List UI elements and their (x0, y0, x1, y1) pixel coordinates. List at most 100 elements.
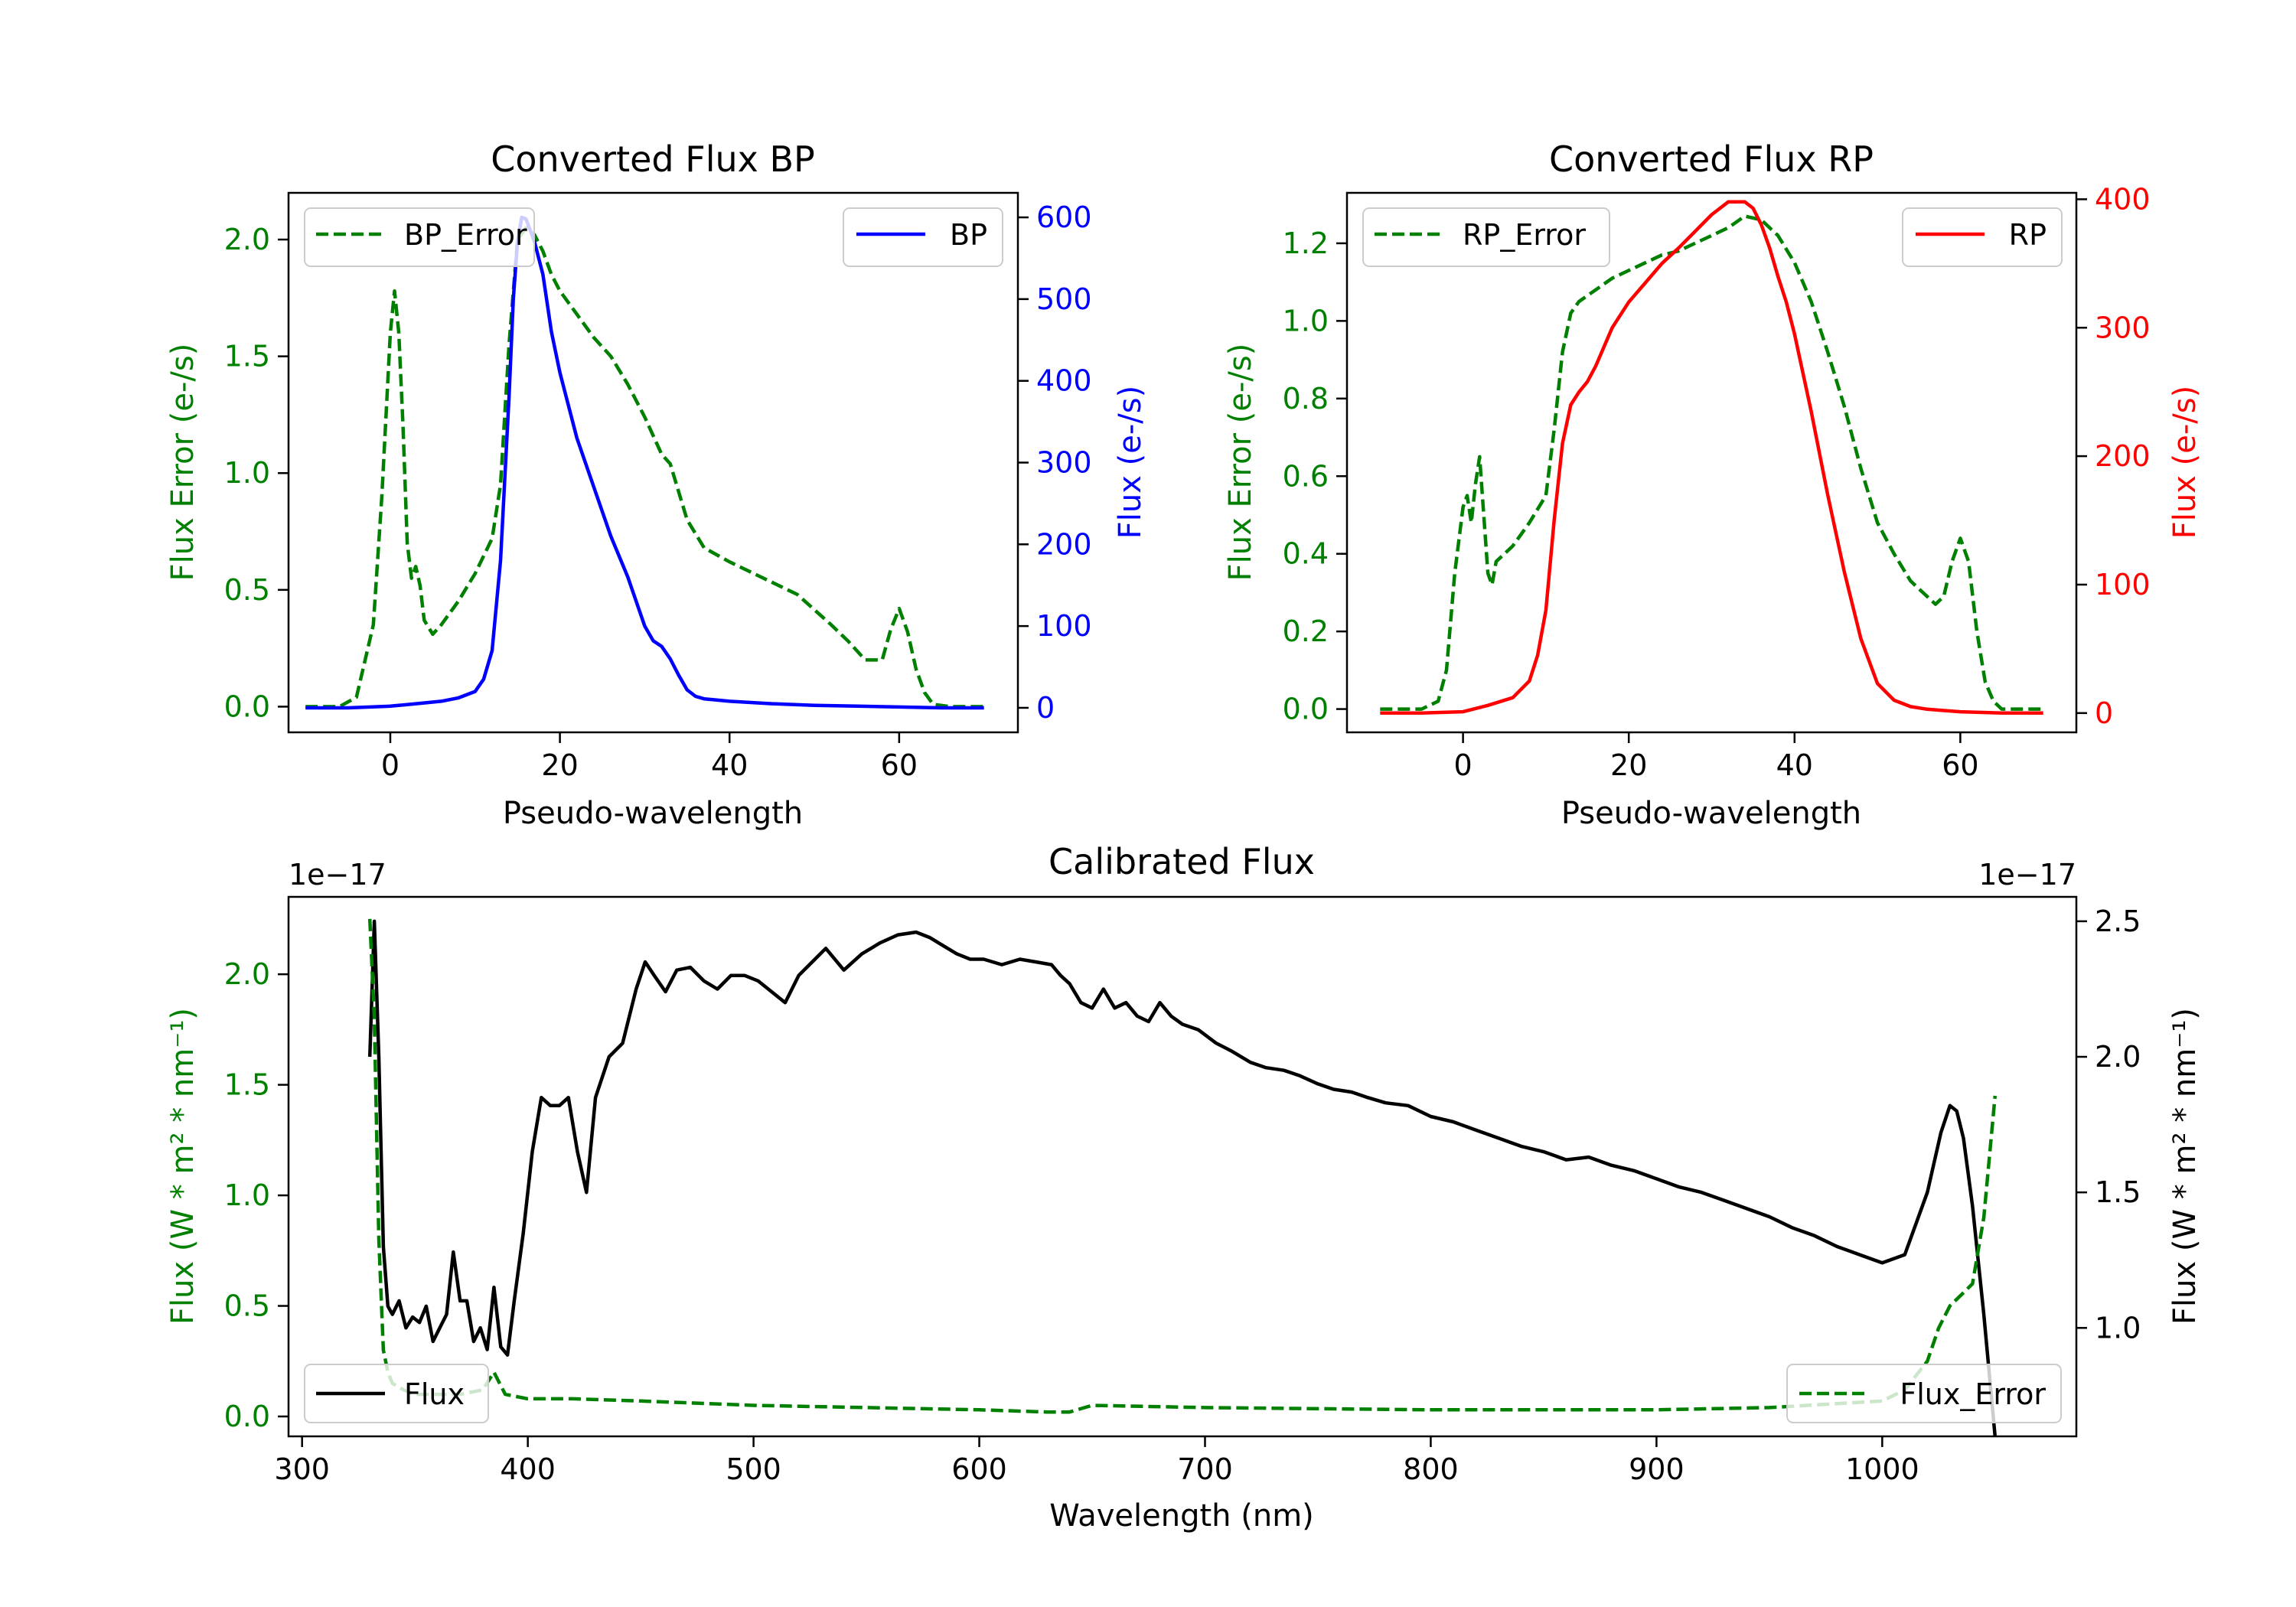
y-left-tick-label: 1.5 (224, 340, 270, 373)
panel-rp-legend-error: RP_Error (1362, 207, 1610, 267)
y-right-tick-label: 100 (1036, 609, 1092, 643)
x-tick-label: 0 (381, 748, 400, 782)
x-tick-label: 300 (274, 1452, 330, 1486)
legend-label-bp-error: BP_Error (404, 218, 527, 252)
panel-calibrated-legend-error: Flux_Error (1786, 1364, 2062, 1423)
x-tick-label: 1000 (1845, 1452, 1919, 1486)
panel-bp-left-y-ticks: 0.0 0.5 1.0 1.5 2.0 (224, 223, 289, 723)
y-right-tick-label: 2.5 (2095, 905, 2141, 938)
panel-rp: Converted Flux RP 0 20 40 60 0.00.20.40.60.… (1223, 139, 2203, 831)
series-line-flux (367, 919, 1998, 1436)
panel-rp-right-y-label: Flux (e-/s) (2167, 386, 2203, 539)
panel-rp-legend-flux: RP (1902, 207, 2063, 267)
x-tick-label: 40 (711, 748, 748, 782)
legend-box (843, 207, 1003, 267)
series-line-bp-error (305, 226, 984, 709)
panel-calibrated-title: Calibrated Flux (1049, 841, 1315, 882)
y-right-tick-label: 1.0 (2095, 1311, 2141, 1345)
x-tick-label: 20 (1610, 748, 1647, 782)
panel-calibrated: Calibrated Flux 1e−17 1e−17 300 400 500 600… (165, 841, 2203, 1534)
y-left-tick-label: 0.2 (1283, 614, 1329, 648)
y-right-tick-label: 300 (1036, 446, 1092, 480)
y-right-tick-label: 200 (1036, 527, 1092, 561)
panel-rp-left-y-ticks: 0.0 0.2 0.4 0.6 0.8 1.0 1.2 (1283, 227, 1347, 726)
y-right-tick-label: 0 (1036, 691, 1055, 725)
y-left-tick-label: 0.8 (1283, 382, 1329, 416)
y-left-tick-label: 1.0 (224, 456, 270, 490)
y-right-tick-label: 100 (2095, 568, 2151, 601)
x-tick-label: 400 (500, 1452, 556, 1486)
panel-calibrated-right-y-ticks: 1.0 1.5 2.0 2.5 (2076, 905, 2141, 1345)
y-left-tick-label: 0.0 (224, 689, 270, 723)
y-left-tick-label: 1.0 (224, 1178, 270, 1212)
x-tick-label: 20 (541, 748, 578, 782)
panel-bp-right-y-ticks: 0 100 200 300 400 500 600 (1018, 200, 1092, 725)
panel-rp-right-y-ticks: 0 100 200 300 400 (2076, 182, 2151, 730)
y-right-tick-label: 400 (1036, 364, 1092, 398)
series-line-rp-error (1380, 214, 2043, 711)
panel-calibrated-x-ticks: 300 400 500 600 700 800 900 1000 (274, 1436, 1919, 1486)
x-tick-label: 60 (1942, 748, 1978, 782)
legend-box (304, 1364, 489, 1423)
panel-calibrated-axes-frame (287, 895, 2078, 1438)
panel-calibrated-left-y-ticks: 0.0 0.5 1.0 1.5 2.0 (224, 957, 289, 1433)
panel-rp-x-ticks: 0 20 40 60 (1454, 732, 1979, 782)
x-tick-label: 60 (881, 748, 918, 782)
y-left-tick-label: 2.0 (224, 957, 270, 991)
panel-bp-x-label: Pseudo-wavelength (503, 796, 803, 831)
legend-box (304, 207, 535, 267)
series-line-rp (1380, 200, 2043, 715)
y-right-tick-label: 300 (2095, 311, 2151, 344)
legend-label-rp-error: RP_Error (1463, 218, 1586, 252)
y-left-tick-label: 0.6 (1283, 459, 1329, 493)
series-line-bp (305, 215, 984, 710)
legend-label-rp: RP (2009, 218, 2047, 252)
x-tick-label: 600 (951, 1452, 1007, 1486)
x-tick-label: 900 (1629, 1452, 1684, 1486)
panel-bp-legend-flux: BP (843, 207, 1003, 267)
y-right-tick-label: 0 (2095, 696, 2113, 730)
panel-calibrated-right-y-label: Flux (W * m² * nm⁻¹) (2167, 1008, 2203, 1325)
y-left-tick-label: 0.5 (224, 573, 270, 607)
legend-label-flux-error: Flux_Error (1900, 1377, 2046, 1411)
panel-bp-left-y-label: Flux Error (e-/s) (165, 344, 201, 582)
panel-calibrated-left-y-label: Flux (W * m² * nm⁻¹) (165, 1008, 201, 1325)
x-tick-label: 500 (726, 1452, 781, 1486)
y-left-tick-label: 1.5 (224, 1068, 270, 1102)
x-tick-label: 700 (1177, 1452, 1233, 1486)
panel-bp: Converted Flux BP 0 20 40 60 0.0 0.5 1.0 1.5 2.… (165, 139, 1148, 831)
y-left-tick-label: 2.0 (224, 223, 270, 256)
y-right-tick-label: 600 (1036, 200, 1092, 234)
y-right-tick-label: 400 (2095, 182, 2151, 216)
y-right-tick-label: 200 (2095, 439, 2151, 473)
y-left-tick-label: 1.0 (1283, 304, 1329, 337)
y-left-tick-label: 0.5 (224, 1289, 270, 1323)
legend-label-flux: Flux (404, 1377, 465, 1411)
panel-rp-title: Converted Flux RP (1549, 139, 1874, 180)
y-left-tick-label: 0.0 (1283, 693, 1329, 726)
panel-bp-series (305, 215, 984, 710)
panel-bp-legend-error: BP_Error (304, 207, 535, 267)
panel-rp-x-label: Pseudo-wavelength (1561, 796, 1861, 831)
legend-box (1902, 207, 2063, 267)
panel-bp-right-y-label: Flux (e-/s) (1113, 386, 1148, 539)
y-right-tick-label: 1.5 (2095, 1175, 2141, 1209)
y-right-tick-label: 2.0 (2095, 1040, 2141, 1074)
panel-rp-axes-frame (1345, 191, 2078, 734)
y-left-tick-label: 0.0 (224, 1400, 270, 1433)
panel-calibrated-legend-flux: Flux (304, 1364, 489, 1423)
x-tick-label: 800 (1403, 1452, 1459, 1486)
panel-calibrated-right-offset: 1e−17 (1978, 858, 2076, 892)
x-tick-label: 40 (1776, 748, 1813, 782)
panel-rp-left-y-label: Flux Error (e-/s) (1223, 344, 1258, 582)
x-tick-label: 0 (1454, 748, 1473, 782)
panel-rp-series (1380, 200, 2043, 715)
panel-calibrated-series (367, 918, 1998, 1436)
legend-box (1786, 1364, 2062, 1423)
panel-calibrated-left-offset: 1e−17 (289, 858, 386, 892)
legend-box (1362, 207, 1610, 267)
panel-bp-x-ticks: 0 20 40 60 (381, 732, 918, 782)
panel-bp-title: Converted Flux BP (491, 139, 815, 180)
